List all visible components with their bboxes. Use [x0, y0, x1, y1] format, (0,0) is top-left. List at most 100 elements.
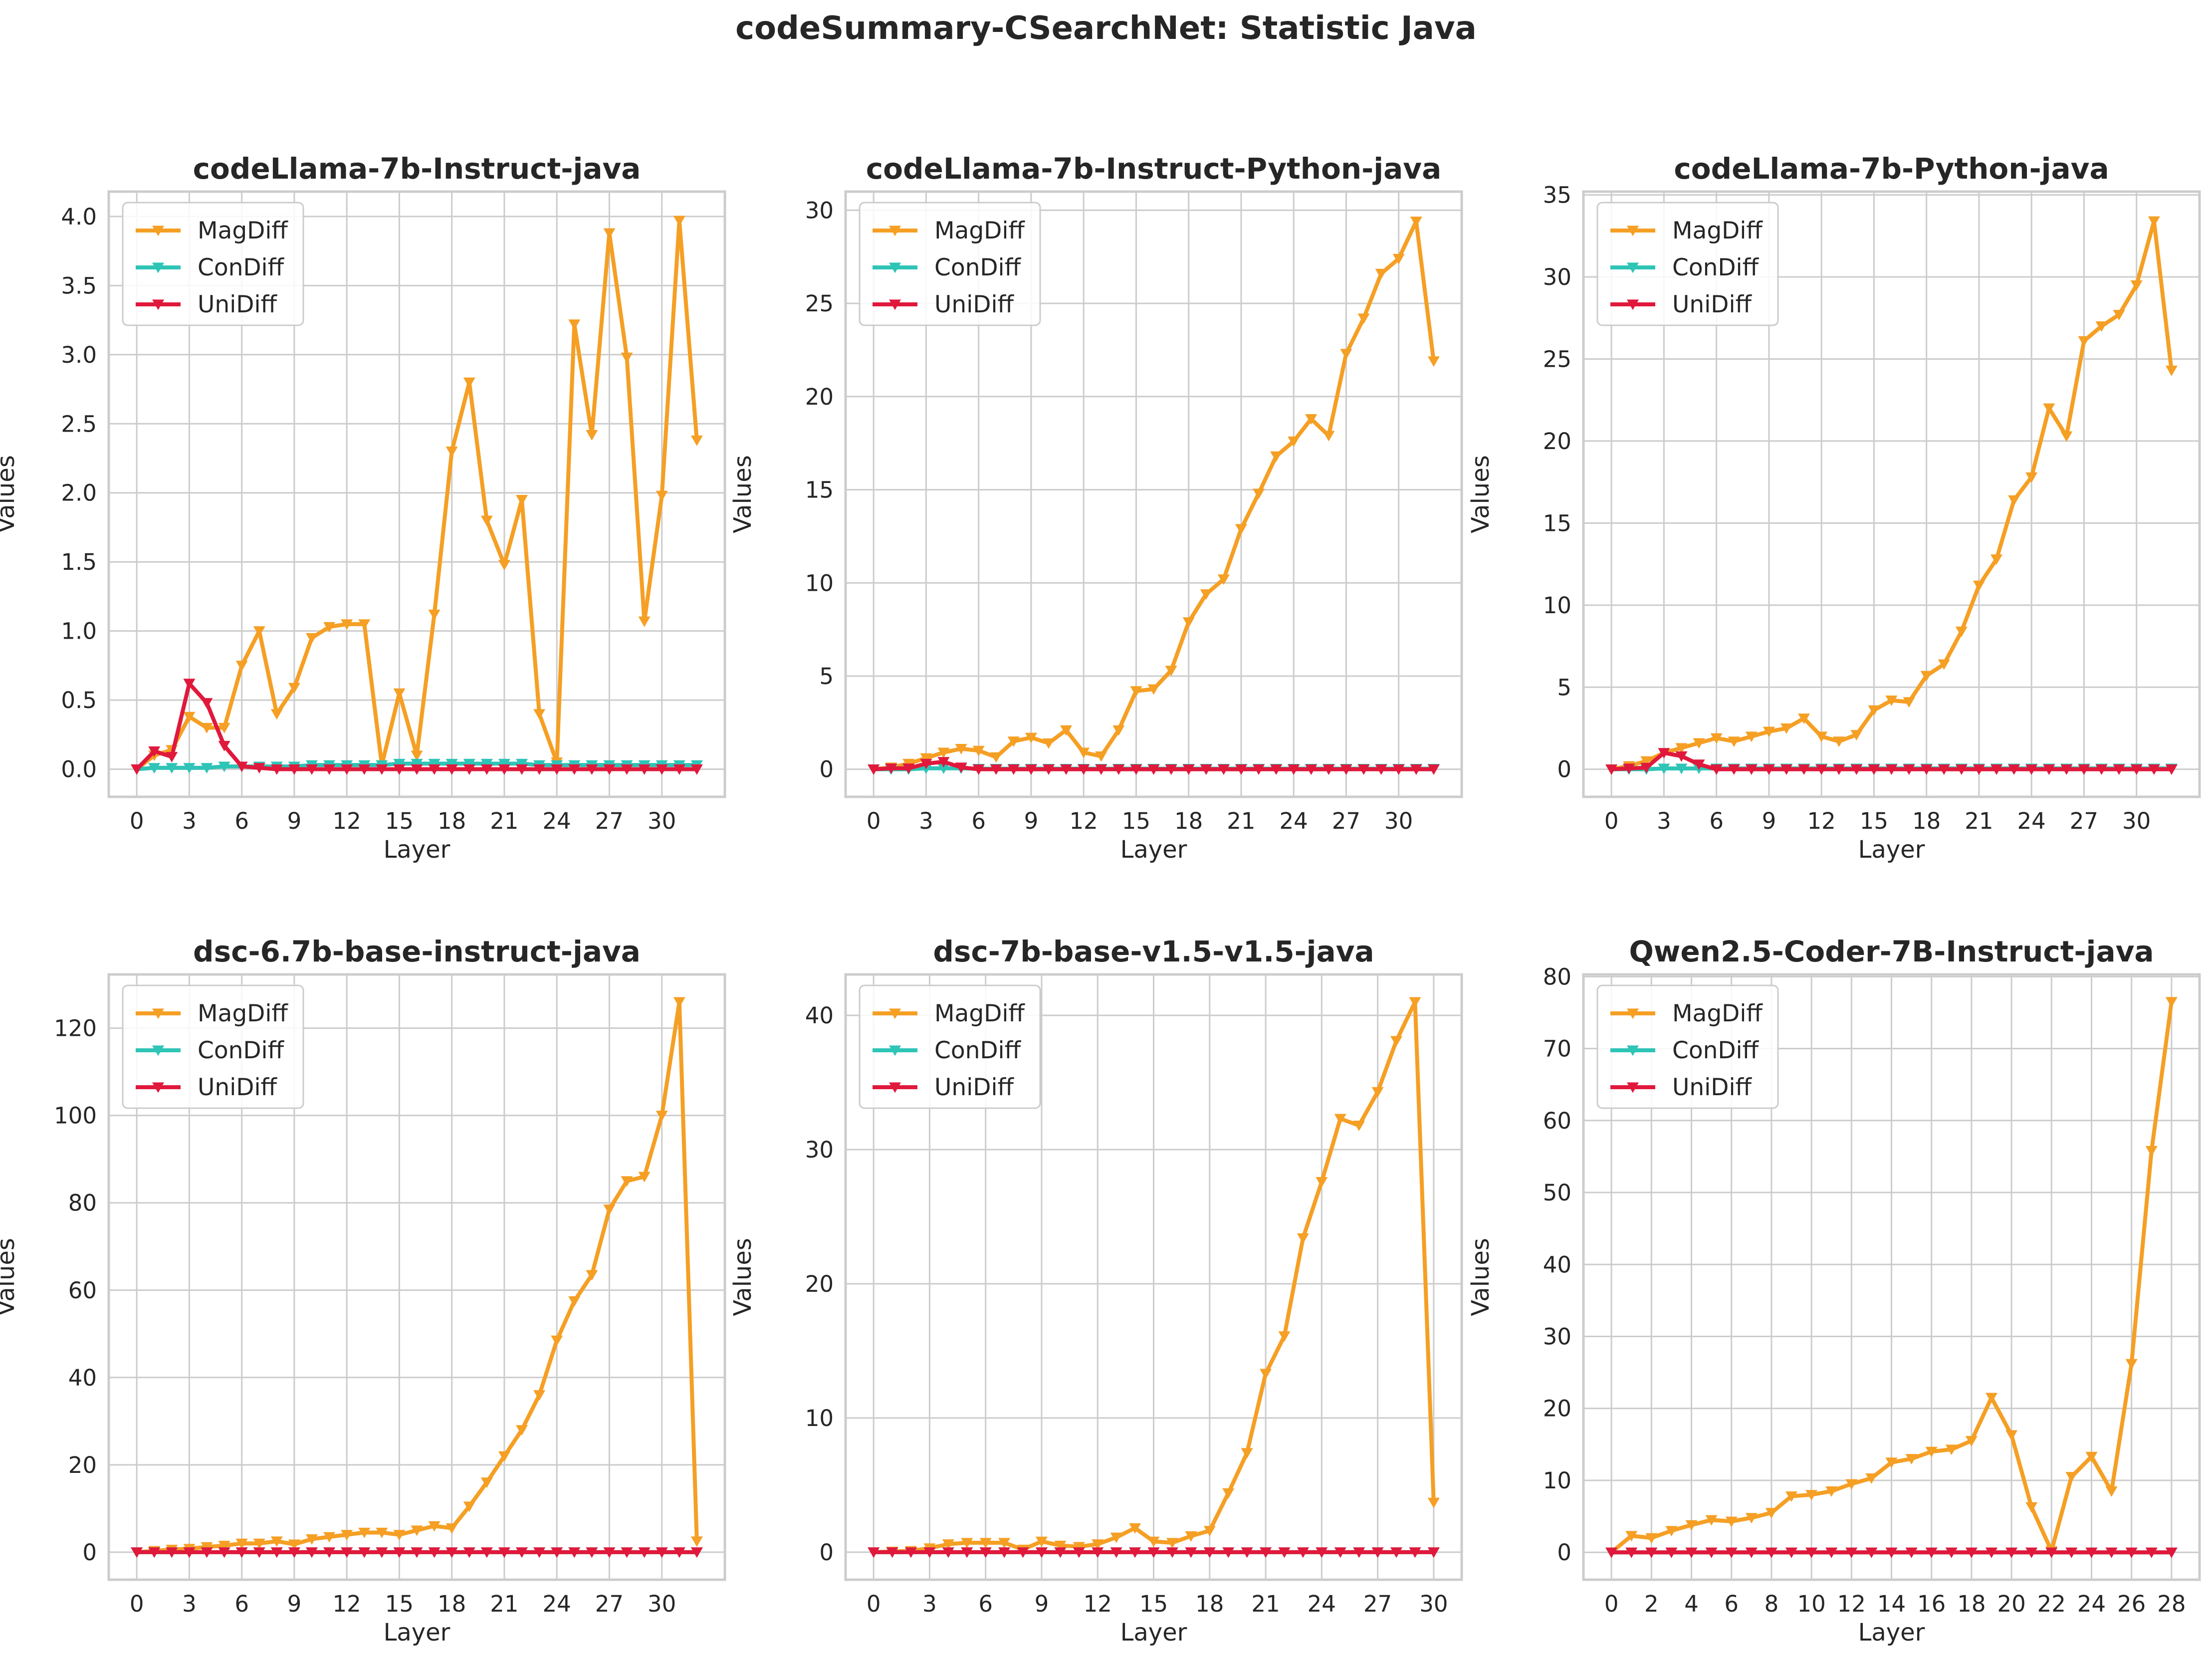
data-point-marker: [1217, 764, 1230, 775]
data-point-marker: [183, 1547, 196, 1558]
panel-title: dsc-6.7b-base-instruct-java: [193, 935, 641, 968]
data-point-marker: [1885, 1547, 1898, 1558]
series-unidiff: [131, 1547, 703, 1558]
data-point-marker: [1845, 1547, 1858, 1558]
data-point-marker: [638, 616, 651, 627]
data-point-marker: [2025, 764, 2038, 775]
data-point-marker: [1185, 1547, 1197, 1558]
data-point-marker: [498, 1547, 510, 1558]
data-point-marker: [955, 744, 967, 755]
data-point-marker: [1054, 1540, 1067, 1551]
data-point-marker: [2043, 764, 2055, 775]
data-point-marker: [1007, 764, 1020, 775]
plot-frame: [107, 973, 726, 1581]
panel-title: codeLlama-7b-Instruct-Python-java: [866, 152, 1441, 186]
data-point-marker: [1938, 659, 1950, 670]
data-point-marker: [1640, 762, 1653, 773]
y-tick-label: 0: [819, 1539, 834, 1566]
data-point-marker: [341, 619, 353, 630]
data-point-marker: [1222, 1547, 1235, 1558]
data-point-marker: [2130, 764, 2143, 775]
data-point-marker: [183, 679, 196, 690]
data-point-marker: [183, 763, 196, 774]
panel-title: codeLlama-7b-Python-java: [1674, 152, 2109, 186]
data-point-marker: [902, 763, 915, 774]
y-tick-label: 0: [819, 756, 834, 783]
data-point-marker: [445, 764, 458, 775]
legend-label: UniDiff: [1672, 1074, 1752, 1101]
legend-swatch-marker: [889, 1008, 901, 1019]
x-tick-label: 28: [2157, 1591, 2186, 1617]
data-point-marker: [253, 1538, 265, 1549]
x-tick-label: 24: [543, 1591, 571, 1617]
data-point-marker: [690, 1547, 703, 1558]
data-point-marker: [1375, 764, 1387, 775]
data-point-marker: [1073, 1542, 1085, 1553]
y-tick-label: 20: [1543, 428, 1571, 455]
data-point-marker: [376, 1547, 388, 1558]
y-tick-label: 15: [1543, 510, 1571, 536]
data-point-marker: [1166, 1538, 1178, 1549]
x-tick-label: 26: [2117, 1591, 2146, 1617]
x-tick-label: 6: [971, 808, 986, 834]
legend-box: [1596, 984, 1779, 1109]
chart-panel-1: 0 3 6 9 12 15 18 21 24 27 30 0.0 0.5 1.0 1.5 2.0 2.5 3.0 3…: [0, 152, 726, 864]
y-tick-label: 10: [805, 1405, 834, 1431]
data-point-marker: [1955, 626, 1968, 637]
plot-frame: [844, 190, 1463, 798]
x-tick-label: 16: [1917, 1591, 1946, 1617]
data-point-marker: [1392, 253, 1405, 264]
data-point-marker: [673, 764, 685, 775]
data-point-marker: [2095, 764, 2108, 775]
data-point-marker: [551, 1335, 563, 1346]
data-point-marker: [2105, 1547, 2118, 1558]
data-point-marker: [673, 1547, 685, 1558]
data-point-marker: [1253, 488, 1265, 499]
data-point-marker: [341, 764, 353, 775]
series-unidiff: [868, 1547, 1440, 1558]
data-point-marker: [656, 764, 668, 775]
data-point-marker: [1745, 1513, 1758, 1524]
data-point-marker: [1728, 764, 1740, 775]
data-point-marker: [1427, 1547, 1440, 1558]
data-point-marker: [1112, 725, 1125, 736]
y-tick-label: 25: [1543, 346, 1571, 372]
data-point-marker: [2045, 1547, 2058, 1558]
data-point-marker: [1745, 731, 1758, 742]
data-point-marker: [1973, 764, 1985, 775]
legend-label: ConDiff: [934, 254, 1022, 281]
data-point-marker: [1078, 747, 1090, 758]
y-tick-label: 70: [1543, 1036, 1571, 1062]
data-point-marker: [1885, 764, 1898, 775]
x-tick-label: 12: [1084, 1591, 1112, 1617]
y-tick-label: 30: [1543, 1323, 1571, 1350]
data-point-marker: [2148, 216, 2160, 227]
data-point-marker: [1945, 1547, 1958, 1558]
data-point-marker: [1850, 764, 1863, 775]
x-tick-label: 4: [1684, 1591, 1699, 1617]
data-point-marker: [428, 758, 441, 769]
y-tick-label: 0.5: [61, 687, 97, 713]
legend: MagDiff ConDiff UniDiff: [859, 984, 1041, 1109]
y-tick-label: 30: [805, 1137, 834, 1163]
legend-swatch-marker: [1627, 1008, 1639, 1019]
x-tick-label: 0: [130, 1591, 144, 1617]
data-point-marker: [2113, 764, 2125, 775]
legend: MagDiff ConDiff UniDiff: [859, 202, 1041, 326]
data-point-marker: [1392, 764, 1405, 775]
data-point-marker: [1092, 1547, 1104, 1558]
data-point-marker: [979, 1547, 992, 1558]
data-point-marker: [1623, 763, 1635, 774]
data-point-marker: [1658, 763, 1670, 774]
data-point-marker: [1260, 1369, 1272, 1380]
x-tick-label: 24: [1308, 1591, 1336, 1617]
legend-swatch-marker: [1627, 299, 1639, 310]
data-point-marker: [690, 764, 703, 775]
data-point-marker: [1042, 738, 1055, 749]
data-point-marker: [673, 997, 685, 1008]
y-axis-label: Values: [1467, 1238, 1495, 1316]
data-point-marker: [516, 1547, 528, 1558]
data-point-marker: [498, 764, 510, 775]
data-point-marker: [288, 683, 300, 694]
data-point-marker: [235, 1538, 248, 1549]
